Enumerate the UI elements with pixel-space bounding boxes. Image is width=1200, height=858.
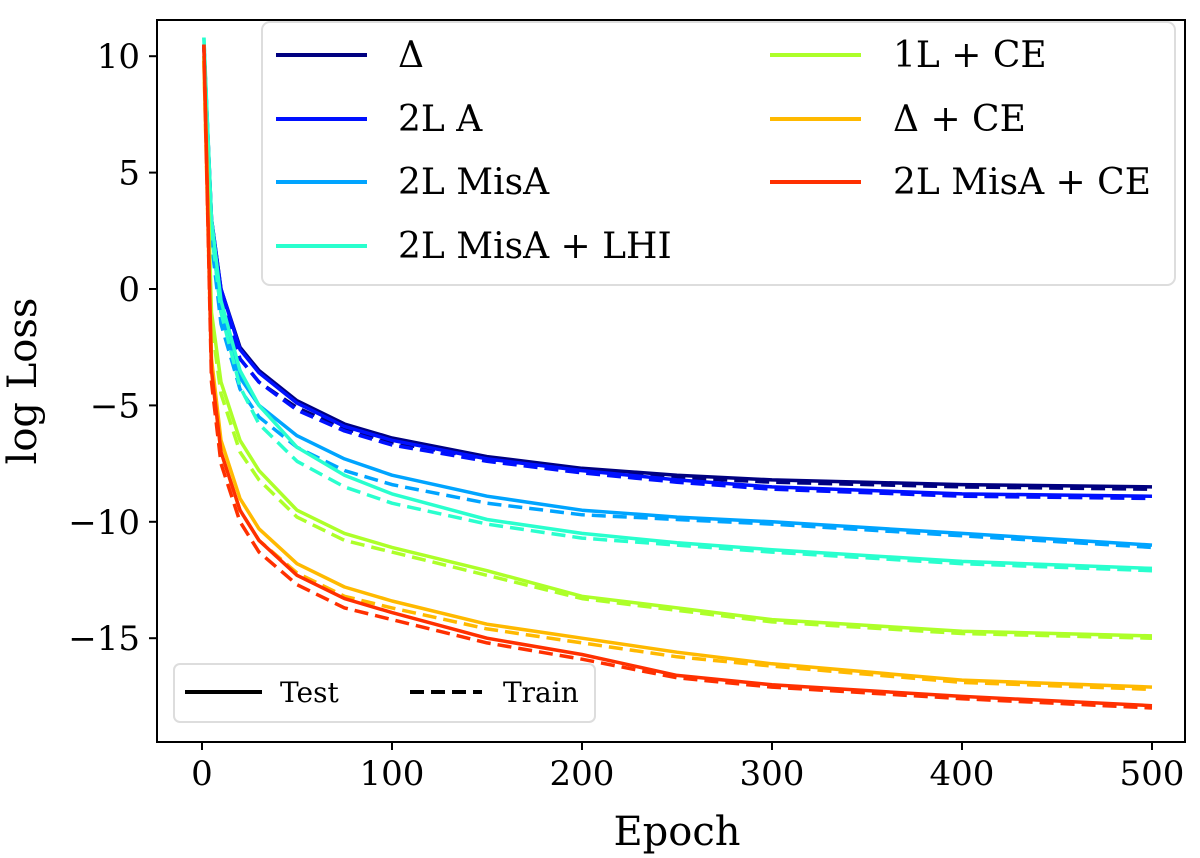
legend-train-label: Train	[503, 676, 579, 709]
y-tick-label: −10	[68, 503, 140, 543]
x-tick-label: 0	[191, 754, 213, 794]
x-tick-label: 200	[550, 754, 615, 794]
y-tick-label: 5	[118, 154, 140, 194]
legend-label-3: 2L MisA + LHI	[398, 226, 672, 267]
series-legend: Δ 2L A 2L MisA 2L MisA + LHI 1L + CE Δ + CE 2L…	[261, 21, 1176, 286]
series-1-test-line	[202, 44, 1153, 498]
legend-label-5: Δ + CE	[893, 99, 1026, 140]
y-axis-label: log Loss	[0, 298, 46, 465]
series-4-test-line	[202, 56, 1153, 638]
style-legend: Test Train	[173, 663, 596, 723]
legend-label-2: 2L MisA	[398, 162, 550, 203]
series-2-train-line	[202, 44, 1153, 550]
legend-test-label: Test	[280, 676, 339, 709]
series-6-train-line	[202, 44, 1153, 710]
series-3-train-line	[202, 37, 1153, 573]
y-axis-ticks: 10 5 0 −5 −10 −15	[68, 37, 157, 659]
x-tick-label: 500	[1120, 754, 1185, 794]
series-4-train-line	[202, 56, 1153, 640]
x-tick-label: 300	[740, 754, 805, 794]
plot-frame	[156, 19, 1186, 743]
legend-label-6: 2L MisA + CE	[893, 162, 1151, 203]
y-tick-label: 0	[118, 270, 140, 310]
x-tick-label: 400	[930, 754, 995, 794]
legend-label-4: 1L + CE	[893, 35, 1047, 76]
legend-label-1: 2L A	[398, 99, 483, 140]
x-axis-ticks: 0 100 200 300 400 500	[191, 742, 1184, 794]
legend-label-0: Δ	[398, 35, 424, 76]
curves	[202, 37, 1153, 710]
x-tick-label: 100	[360, 754, 425, 794]
y-tick-label: 10	[97, 37, 140, 77]
series-1-train-line	[202, 44, 1153, 501]
series-0-train-line	[202, 44, 1153, 491]
x-axis-label: Epoch	[613, 809, 740, 855]
series-6-test-line	[202, 44, 1153, 708]
y-tick-label: −5	[90, 386, 140, 426]
y-tick-label: −15	[68, 619, 140, 659]
series-5-test-line	[202, 60, 1153, 689]
series-3-test-line	[202, 37, 1153, 571]
